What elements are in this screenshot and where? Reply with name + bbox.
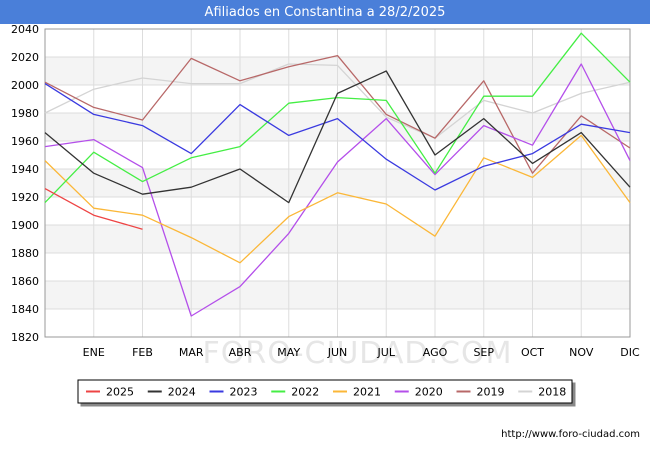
x-tick-label: DIC bbox=[620, 346, 640, 359]
y-tick-label: 1960 bbox=[11, 135, 39, 148]
y-tick-label: 1880 bbox=[11, 247, 39, 260]
legend-label: 2023 bbox=[230, 386, 258, 399]
x-tick-label: MAR bbox=[179, 346, 204, 359]
x-axis-ticks: ENE FEB MAR ABR MAY JUN JUL AGO SEP OCT NOV DIC bbox=[83, 346, 640, 359]
legend: 2025 2024 2023 2022 2021 2020 2019 2018 bbox=[77, 379, 573, 404]
plot-border bbox=[44, 28, 631, 338]
y-tick-label: 1980 bbox=[11, 107, 39, 120]
x-tick-label: FEB bbox=[132, 346, 153, 359]
y-tick-label: 1940 bbox=[11, 163, 39, 176]
legend-label: 2025 bbox=[106, 386, 134, 399]
y-tick-label: 2000 bbox=[11, 79, 39, 92]
series-line-2022 bbox=[44, 32, 631, 204]
series-line-2025 bbox=[44, 188, 143, 230]
x-tick-label: ENE bbox=[83, 346, 105, 359]
legend-box bbox=[77, 379, 573, 404]
series-line-2023 bbox=[44, 83, 631, 191]
legend-label: 2020 bbox=[415, 386, 443, 399]
x-tick-label: AGO bbox=[423, 346, 448, 359]
y-tick-label: 1920 bbox=[11, 191, 39, 204]
x-tick-label: JUN bbox=[327, 346, 348, 359]
y-tick-label: 1820 bbox=[11, 331, 39, 344]
y-tick-label: 1900 bbox=[11, 219, 39, 232]
legend-label: 2022 bbox=[291, 386, 319, 399]
legend-label: 2024 bbox=[168, 386, 196, 399]
series-line-2018 bbox=[44, 63, 631, 139]
y-axis-ticks: 1820 1840 1860 1880 1900 1920 1940 1960 1980 2000… bbox=[11, 23, 39, 344]
chart-title: Afiliados en Constantina a 28/2/2025 bbox=[0, 0, 650, 24]
series-line-2021 bbox=[44, 134, 631, 264]
series-line-2024 bbox=[44, 70, 631, 204]
series-lines bbox=[44, 32, 631, 317]
watermark: FORO-CIUDAD.COM bbox=[203, 336, 513, 371]
y-tick-label: 2040 bbox=[11, 23, 39, 36]
y-tick-label: 2020 bbox=[11, 51, 39, 64]
series-line-2019 bbox=[44, 54, 631, 174]
legend-label: 2018 bbox=[538, 386, 566, 399]
x-tick-label: ABR bbox=[229, 346, 252, 359]
x-tick-label: MAY bbox=[277, 346, 300, 359]
x-tick-label: OCT bbox=[521, 346, 544, 359]
legend-label: 2019 bbox=[477, 386, 505, 399]
x-tick-label: JUL bbox=[377, 346, 396, 359]
series-line-2020 bbox=[44, 63, 631, 317]
legend-label: 2021 bbox=[353, 386, 381, 399]
source-url: http://www.foro-ciudad.com bbox=[501, 429, 640, 440]
x-tick-label: NOV bbox=[569, 346, 594, 359]
x-tick-label: SEP bbox=[473, 346, 494, 359]
y-tick-label: 1860 bbox=[11, 275, 39, 288]
y-tick-label: 1840 bbox=[11, 303, 39, 316]
